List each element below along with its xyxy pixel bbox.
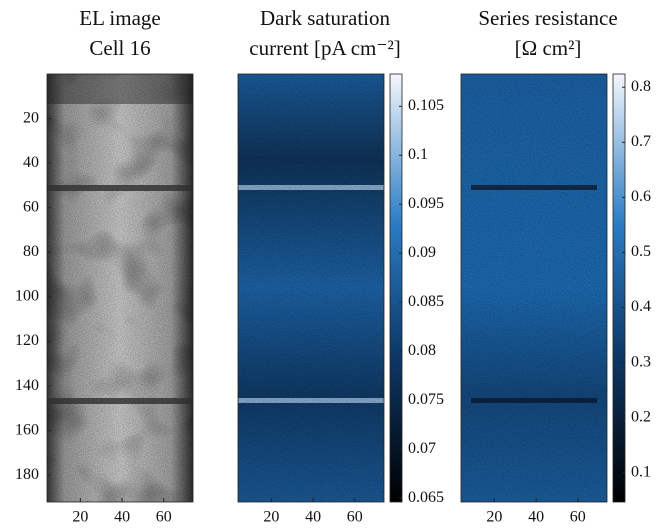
colorbar-tick-label: 0.3 (631, 353, 651, 370)
y-tick-label: 140 (15, 377, 39, 394)
x-tick-label: 60 (156, 509, 172, 526)
panel-title: Series resistance (478, 6, 617, 30)
y-tick-label: 80 (23, 243, 39, 260)
y-tick-label: 40 (23, 154, 39, 171)
colorbar-tick-label: 0.2 (631, 408, 651, 425)
colorbar-tick-label: 0.085 (408, 293, 444, 310)
colorbar-tick-label: 0.075 (408, 391, 444, 408)
panel-title: Cell 16 (89, 36, 150, 60)
colorbar-tick-label: 0.1 (408, 146, 428, 163)
panel-title: current [pA cm⁻²] (249, 36, 401, 60)
colorbar-tick-label: 0.065 (408, 489, 444, 506)
x-tick-label: 60 (570, 509, 586, 526)
y-tick-label: 100 (15, 288, 39, 305)
colorbar-tick-label: 0.5 (631, 243, 651, 260)
y-tick-label: 120 (15, 332, 39, 349)
panel-title: [Ω cm²] (515, 36, 582, 60)
colorbar-tick-label: 0.6 (631, 188, 651, 205)
axes-frame (237, 73, 385, 503)
x-tick-label: 20 (263, 509, 279, 526)
colorbar-tick-label: 0.095 (408, 195, 444, 212)
colorbar-tick-label: 0.07 (408, 440, 436, 457)
colorbar-tick-label: 0.09 (408, 244, 436, 261)
x-tick-label: 40 (114, 509, 130, 526)
panel-title: Dark saturation (260, 6, 391, 30)
colorbar-tick-label: 0.4 (631, 298, 651, 315)
x-tick-label: 20 (486, 509, 502, 526)
x-tick-label: 60 (347, 509, 363, 526)
axes-frame (46, 73, 194, 503)
colorbar (389, 73, 403, 503)
colorbar-tick-label: 0.08 (408, 342, 436, 359)
y-tick-label: 180 (15, 466, 39, 483)
image-noise (47, 74, 193, 502)
image-noise (461, 74, 607, 502)
y-tick-label: 160 (15, 421, 39, 438)
x-tick-label: 40 (528, 509, 544, 526)
panel-title: EL image (79, 6, 160, 30)
colorbar-tick-label: 0.105 (408, 97, 444, 114)
image-noise (238, 74, 384, 502)
axes-frame (460, 73, 608, 503)
colorbar (612, 73, 626, 503)
y-tick-label: 20 (23, 109, 39, 126)
x-tick-label: 20 (72, 509, 88, 526)
colorbar-tick-label: 0.8 (631, 78, 651, 95)
colorbar-tick-label: 0.7 (631, 133, 651, 150)
y-tick-label: 60 (23, 198, 39, 215)
colorbar-tick-label: 0.1 (631, 463, 651, 480)
x-tick-label: 40 (305, 509, 321, 526)
